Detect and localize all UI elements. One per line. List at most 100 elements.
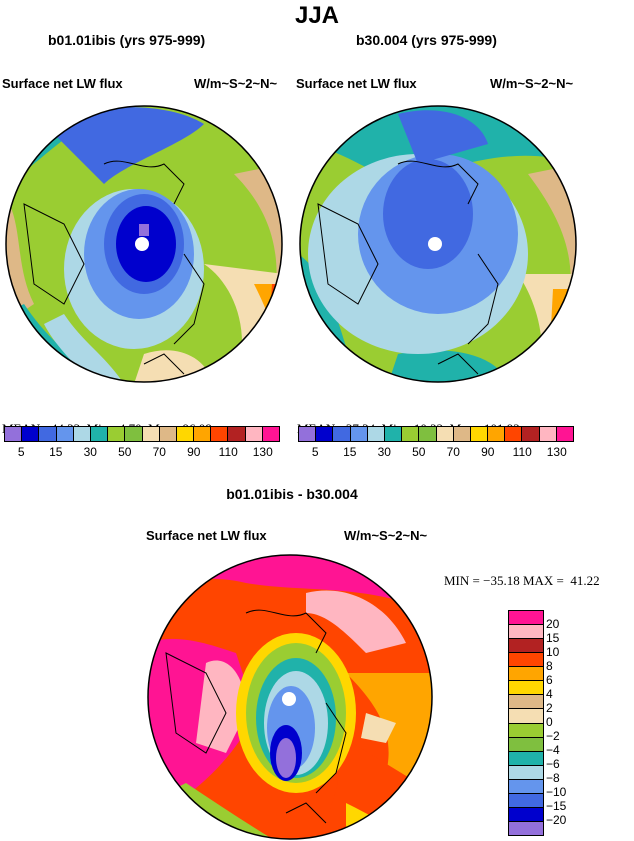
diff-colorbar-tick-label: 6	[546, 673, 553, 687]
colorbar-tick-label: 70	[152, 445, 166, 459]
diff-title: b01.01ibis - b30.004	[226, 486, 358, 502]
panel-1-case-title: b01.01ibis (yrs 975-999)	[48, 32, 206, 48]
diff-colorbar-swatch	[509, 778, 543, 793]
colorbar-swatch	[555, 427, 573, 441]
colorbar-swatch	[21, 427, 39, 441]
diff-polar-map	[147, 554, 433, 840]
diff-colorbar-tick-label: −6	[546, 757, 560, 771]
colorbar-tick-label: 110	[512, 445, 532, 459]
colorbar-swatch	[72, 427, 90, 441]
colorbar-tick-label: 70	[446, 445, 460, 459]
colorbar-tick-label: 15	[343, 445, 357, 459]
colorbar-tick-label: 110	[218, 445, 238, 459]
colorbar-swatch	[158, 427, 176, 441]
diff-colorbar-tick-label: 8	[546, 659, 553, 673]
diff-colorbar-swatch	[509, 708, 543, 723]
colorbar-swatch	[401, 427, 419, 441]
colorbar-tick-label: 50	[412, 445, 426, 459]
colorbar-swatch	[38, 427, 56, 441]
diff-colorbar-tick-label: 15	[546, 631, 560, 645]
diff-colorbar-tick-label: −10	[546, 785, 567, 799]
colorbar-swatch	[418, 427, 436, 441]
colorbar-swatches	[4, 426, 280, 442]
diff-variable-label: Surface net LW flux	[146, 528, 267, 543]
diff-colorbar-tick-label: 0	[546, 715, 553, 729]
diff-colorbar-ticks: 20 15 10 8 6 4 2 0 −2 −4 −6 −8 −10 −15 −20	[546, 610, 586, 834]
colorbar-swatch	[521, 427, 539, 441]
colorbar-swatch	[469, 427, 488, 441]
diff-colorbar: 20 15 10 8 6 4 2 0 −2 −4 −6 −8 −10 −15 −20	[508, 610, 588, 837]
colorbar-swatch	[299, 427, 316, 441]
panel-2-variable-label: Surface net LW flux	[296, 76, 417, 91]
diff-colorbar-swatch	[509, 736, 543, 751]
colorbar-swatch	[175, 427, 194, 441]
colorbar-ticks: 5 15 30 50 70 90 110 130	[4, 442, 280, 460]
colorbar-swatch	[349, 427, 367, 441]
diff-colorbar-swatch	[509, 624, 543, 639]
colorbar-ticks: 5 15 30 50 70 90 110 130	[298, 442, 574, 460]
panel-2-polar-map	[299, 105, 577, 383]
diff-units-label: W/m~S~2~N~	[344, 528, 428, 543]
colorbar-swatch	[55, 427, 73, 441]
panel-2-case-title: b30.004 (yrs 975-999)	[356, 32, 497, 48]
panel-2-colorbar: 5 15 30 50 70 90 110 130	[298, 426, 574, 466]
diff-colorbar-swatch	[509, 750, 543, 765]
colorbar-tick-label: 5	[311, 445, 319, 459]
colorbar-tick-label: 5	[17, 445, 25, 459]
panel-1-variable-label: Surface net LW flux	[2, 76, 123, 91]
colorbar-swatch	[538, 427, 556, 441]
colorbar-swatch	[5, 427, 22, 441]
diff-colorbar-tick-label: −4	[546, 743, 560, 757]
colorbar-swatch	[315, 427, 333, 441]
colorbar-swatch	[366, 427, 384, 441]
colorbar-swatch	[227, 427, 245, 441]
colorbar-swatch	[504, 427, 522, 441]
colorbar-tick-label: 90	[187, 445, 201, 459]
panel-1-polar-map	[5, 105, 283, 383]
colorbar-swatch	[435, 427, 453, 441]
colorbar-swatch	[452, 427, 470, 441]
panel-1-colorbar: 5 15 30 50 70 90 110 130	[4, 426, 280, 466]
colorbar-tick-label: 50	[118, 445, 132, 459]
diff-colorbar-swatch	[509, 806, 543, 821]
colorbar-swatch	[141, 427, 159, 441]
colorbar-swatch	[210, 427, 228, 441]
diff-colorbar-swatch	[509, 652, 543, 667]
page-title: JJA	[294, 2, 340, 29]
diff-colorbar-swatch	[509, 820, 543, 835]
diff-colorbar-swatch	[509, 638, 543, 653]
diff-colorbar-tick-label: 20	[546, 617, 560, 631]
diff-colorbar-swatch	[509, 694, 543, 709]
diff-colorbar-swatch	[509, 792, 543, 807]
panel-2-units-label: W/m~S~2~N~	[490, 76, 574, 91]
diff-colorbar-tick-label: −8	[546, 771, 560, 785]
diff-colorbar-tick-label: −20	[546, 813, 567, 827]
diff-colorbar-swatch	[509, 611, 543, 625]
diff-colorbar-tick-label: 2	[546, 701, 553, 715]
colorbar-tick-label: 130	[252, 445, 273, 459]
colorbar-swatch	[332, 427, 350, 441]
colorbar-tick-label: 130	[546, 445, 567, 459]
diff-colorbar-tick-label: 4	[546, 687, 553, 701]
colorbar-tick-label: 30	[83, 445, 97, 459]
diff-colorbar-swatch	[509, 680, 543, 695]
diff-colorbar-swatch	[509, 666, 543, 681]
diff-stats: MIN = −35.18 MAX = 41.22	[444, 573, 600, 588]
colorbar-swatch	[89, 427, 108, 441]
diff-colorbar-swatch	[509, 722, 543, 737]
diff-colorbar-tick-label: −15	[546, 799, 567, 813]
colorbar-swatch	[107, 427, 125, 441]
diff-colorbar-tick-label: 10	[546, 645, 560, 659]
colorbar-swatch	[244, 427, 262, 441]
colorbar-swatch	[487, 427, 505, 441]
colorbar-tick-label: 90	[481, 445, 495, 459]
colorbar-swatches	[298, 426, 574, 442]
colorbar-tick-label: 30	[377, 445, 391, 459]
colorbar-swatch	[193, 427, 211, 441]
colorbar-swatch	[261, 427, 279, 441]
colorbar-swatch	[383, 427, 402, 441]
diff-colorbar-swatches	[508, 610, 544, 836]
colorbar-tick-label: 15	[49, 445, 63, 459]
colorbar-swatch	[124, 427, 142, 441]
panel-1-units-label: W/m~S~2~N~	[194, 76, 278, 91]
